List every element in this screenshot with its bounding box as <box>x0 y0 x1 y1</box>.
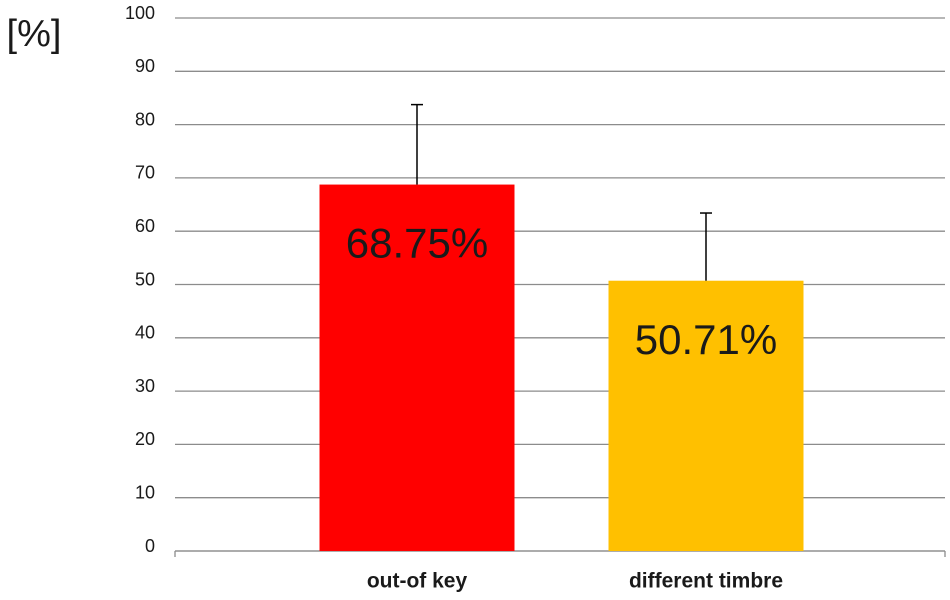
y-tick-label: 100 <box>125 3 155 23</box>
y-tick-label: 0 <box>145 536 155 556</box>
y-tick-label: 60 <box>135 216 155 236</box>
y-tick-label: 40 <box>135 323 155 343</box>
x-tick-label: out-of key <box>367 570 468 593</box>
y-tick-label: 30 <box>135 376 155 396</box>
y-tick-label: 90 <box>135 56 155 76</box>
bar <box>608 280 804 551</box>
bar <box>319 184 515 551</box>
y-tick-label: 10 <box>135 482 155 502</box>
value-label: 50.71% <box>635 316 777 363</box>
x-tick-label: different timbre <box>629 570 783 593</box>
value-label: 68.75% <box>346 220 488 267</box>
y-tick-label: 80 <box>135 109 155 129</box>
y-axis-label: [%] <box>7 13 62 55</box>
y-tick-label: 50 <box>135 269 155 289</box>
y-tick-label: 70 <box>135 163 155 183</box>
y-tick-label: 20 <box>135 429 155 449</box>
